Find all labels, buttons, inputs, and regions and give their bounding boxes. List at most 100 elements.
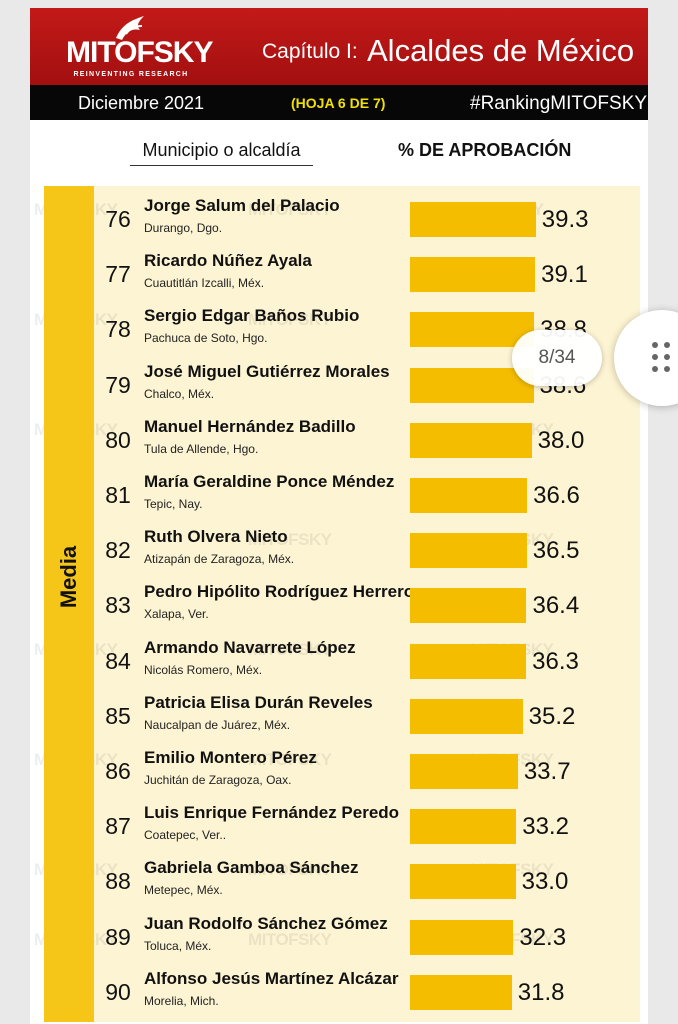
mayor-name: Emilio Montero Pérez bbox=[144, 748, 317, 767]
logo-text: MITOFSKY bbox=[66, 36, 213, 69]
table-row: 76 Jorge Salum del Palacio Durango, Dgo. 39… bbox=[0, 186, 678, 241]
approval-value-label: 35.2 bbox=[528, 702, 576, 730]
rank-number: 87 bbox=[105, 813, 131, 840]
mayor-name: Jorge Salum del Palacio bbox=[144, 196, 340, 215]
rank-number: 80 bbox=[105, 426, 131, 453]
approval-bar bbox=[410, 864, 516, 900]
approval-value-label: 36.6 bbox=[533, 482, 580, 509]
mayor-name: José Miguel Gutiérrez Morales bbox=[144, 361, 390, 381]
approval-value-label: 38.0 bbox=[537, 426, 585, 454]
approval-bar bbox=[410, 312, 535, 348]
table-row: 86 Emilio Montero Pérez Juchitán de Zarago… bbox=[0, 738, 678, 793]
mayor-name: Alfonso Jesús Martínez Alcázar bbox=[144, 968, 399, 988]
rank-number: 82 bbox=[105, 537, 131, 564]
table-row: 90 Alfonso Jesús Martínez Alcázar Morelia,… bbox=[0, 959, 678, 1014]
watermark-text: MITOFSKY bbox=[248, 640, 332, 659]
approval-value-label: 33.0 bbox=[521, 868, 569, 896]
mayor-name: Juan Rodolfo Sánchez Gómez bbox=[144, 913, 388, 933]
rank-number: 86 bbox=[105, 758, 131, 784]
table-row: 87 Luis Enrique Fernández Peredo Coatepec,… bbox=[0, 793, 678, 848]
mayor-name: Armando Navarrete López bbox=[144, 637, 356, 657]
table-row: 78 Sergio Edgar Baños Rubio Pachuca de Sot… bbox=[0, 296, 678, 351]
approval-value-label: 36.4 bbox=[532, 592, 580, 620]
approval-bar bbox=[410, 202, 536, 237]
mayor-name: Manuel Hernández Badillo bbox=[144, 416, 356, 436]
municipality-name: Atizapán de Zaragoza, Méx. bbox=[144, 552, 295, 567]
municipality-name: Cuautitlán Izcalli, Méx. bbox=[144, 276, 265, 291]
table-row: 80 Manuel Hernández Badillo Tula de Allend… bbox=[0, 407, 678, 462]
watermark-text: MITOFSKY bbox=[248, 200, 332, 219]
table-row: 84 Armando Navarrete López Nicolás Romero,… bbox=[0, 628, 678, 683]
table-row: 77 Ricardo Núñez Ayala Cuautitlán Izcalli,… bbox=[0, 241, 678, 296]
approval-bar bbox=[410, 478, 528, 513]
rank-number: 77 bbox=[105, 261, 131, 288]
ranking-panel bbox=[44, 186, 640, 1022]
table-row: 89 Juan Rodolfo Sánchez Gómez Toluca, Méx.… bbox=[0, 904, 678, 959]
approval-bar bbox=[410, 588, 527, 624]
mitofsky-logo: MITOFSKY REINVENTING RESEARCH bbox=[66, 16, 213, 86]
rank-number: 81 bbox=[105, 482, 131, 508]
watermark-text: MITOFSKY bbox=[248, 860, 332, 879]
rank-number: 76 bbox=[105, 206, 131, 232]
approval-value-label: 33.7 bbox=[523, 758, 571, 785]
table-row: 81 María Geraldine Ponce Méndez Tepic, Nay… bbox=[0, 462, 678, 517]
approval-bar bbox=[410, 919, 514, 955]
municipality-name: Tepic, Nay. bbox=[144, 497, 203, 511]
watermark-text: MITOFSKY bbox=[248, 750, 332, 769]
approval-value-label: 36.3 bbox=[532, 647, 579, 675]
approval-bar bbox=[410, 809, 517, 845]
report-date: Diciembre 2021 bbox=[78, 93, 205, 113]
page-indicator: 8/34 bbox=[512, 330, 602, 386]
municipality-name: Xalapa, Ver. bbox=[144, 607, 209, 622]
rank-number: 90 bbox=[105, 978, 131, 1005]
mayor-name: Pedro Hipólito Rodríguez Herrero bbox=[144, 582, 415, 602]
watermark-text: MITOFSKY bbox=[248, 530, 332, 549]
table-row: 82 Ruth Olvera Nieto Atizapán de Zaragoza,… bbox=[0, 517, 678, 572]
column-header-municipality: Municipio o alcaldía bbox=[130, 140, 313, 166]
rank-number: 85 bbox=[105, 702, 131, 729]
approval-bar bbox=[410, 643, 527, 679]
mayor-name: Patricia Elisa Durán Reveles bbox=[144, 692, 373, 712]
rank-number: 79 bbox=[105, 371, 131, 398]
approval-value-label: 39.3 bbox=[541, 206, 589, 233]
rank-number: 89 bbox=[105, 923, 131, 950]
logo-bird-icon bbox=[116, 16, 144, 40]
municipality-name: Metepec, Méx. bbox=[144, 883, 223, 898]
approval-bar bbox=[410, 754, 518, 789]
approval-value-label: 32.3 bbox=[519, 923, 567, 951]
municipality-name: Coatepec, Ver.. bbox=[144, 828, 227, 843]
rank-number: 78 bbox=[105, 316, 131, 343]
approval-bar bbox=[410, 533, 527, 569]
rank-number: 84 bbox=[105, 647, 131, 674]
table-row: 79 José Miguel Gutiérrez Morales Chalco, M… bbox=[0, 352, 678, 407]
approval-bar bbox=[410, 422, 532, 458]
table-row: 88 Gabriela Gamboa Sánchez Metepec, Méx. 33… bbox=[0, 848, 678, 903]
mayor-name: Sergio Edgar Baños Rubio bbox=[144, 306, 360, 326]
municipality-name: Morelia, Mich. bbox=[144, 993, 219, 1008]
approval-bar bbox=[410, 257, 536, 293]
logo-tagline: REINVENTING RESEARCH bbox=[73, 71, 189, 78]
watermark-text: MITOFSKY bbox=[248, 930, 332, 949]
approval-value-label: 39.1 bbox=[541, 261, 588, 289]
municipality-name: Nicolás Romero, Méx. bbox=[144, 662, 263, 677]
header-subbar bbox=[30, 85, 648, 120]
mayor-name: Ricardo Núñez Ayala bbox=[144, 251, 312, 271]
page-title: Alcaldes de México bbox=[367, 33, 635, 68]
municipality-name: Pachuca de Soto, Hgo. bbox=[144, 331, 268, 346]
drag-handle-dots-icon bbox=[652, 342, 676, 376]
approval-value-label: 36.5 bbox=[532, 537, 580, 565]
municipality-name: Tula de Allende, Hgo. bbox=[144, 441, 259, 456]
municipality-name: Chalco, Méx. bbox=[144, 386, 215, 401]
municipality-name: Toluca, Méx. bbox=[144, 938, 212, 953]
approval-bar bbox=[410, 974, 512, 1010]
rank-number: 88 bbox=[105, 868, 131, 895]
approval-value-label: 31.8 bbox=[517, 978, 565, 1006]
approval-value-label: 33.2 bbox=[522, 813, 569, 841]
mayor-name: Gabriela Gamboa Sánchez bbox=[144, 858, 359, 878]
mayor-name: Ruth Olvera Nieto bbox=[144, 527, 288, 547]
approval-bar bbox=[410, 698, 523, 734]
approval-bar bbox=[410, 367, 534, 403]
chapter-label: Capítulo I: bbox=[262, 40, 358, 63]
hashtag: #RankingMITOFSKY bbox=[470, 93, 648, 114]
watermark-text: MITOFSKY bbox=[248, 310, 332, 329]
